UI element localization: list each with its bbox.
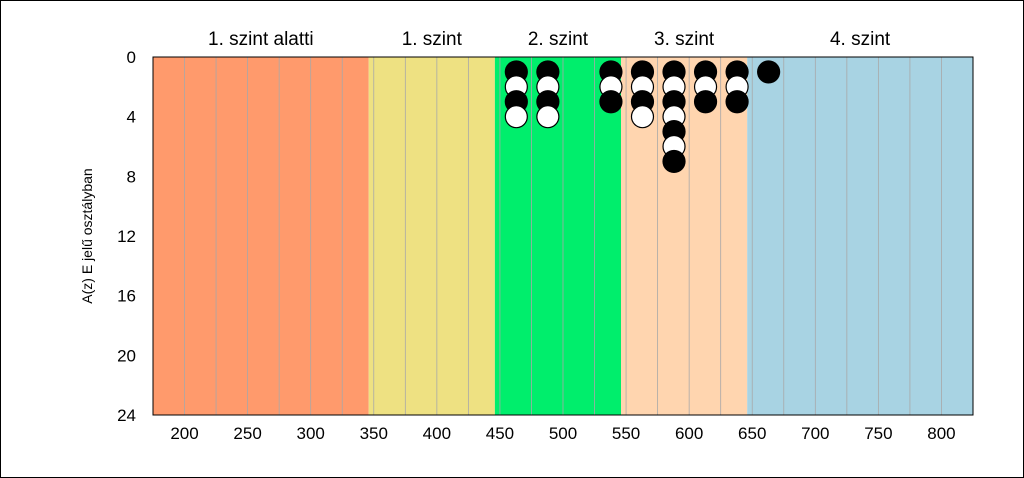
y-axis-title: A(z) E jelű osztályban [79,168,95,303]
band-label-5: 4. szint [830,29,891,50]
y-tick-label: 24 [117,406,136,425]
x-tick-label: 250 [233,424,261,443]
x-tick-label: 400 [423,424,451,443]
x-tick-label: 350 [360,424,388,443]
band-5 [747,57,973,415]
x-tick-label: 200 [170,424,198,443]
x-tick-label: 550 [612,424,640,443]
y-tick-label: 20 [117,346,136,365]
x-tick-label: 800 [927,424,955,443]
y-tick-labels: 0 4 8 12 16 20 24 [117,48,136,425]
x-tick-label: 450 [486,424,514,443]
x-tick-label: 750 [864,424,892,443]
x-tick-label: 600 [675,424,703,443]
band-label-2: 1. szint [402,29,463,50]
data-points [504,60,781,174]
y-tick-label: 16 [117,287,136,306]
x-tick-labels: 200 250 300 350 400 450 500 550 600 650 700 750 800 [170,424,955,443]
band-1 [153,57,369,415]
band-label-4: 3. szint [654,29,715,50]
y-tick-label: 0 [127,48,136,67]
band-label-1: 1. szint alatti [208,29,314,50]
x-tick-label: 650 [738,424,766,443]
data-point-black [725,90,749,114]
data-point-black [662,149,686,174]
data-point-white [536,105,560,129]
y-tick-label: 8 [127,167,136,186]
data-point-black [693,90,718,114]
band-label-3: 2. szint [528,29,589,50]
gridlines [184,57,942,415]
x-tick-label: 700 [801,424,829,443]
band-labels: 1. szint alatti 1. szint 2. szint 3. szint 4… [208,29,891,50]
x-tick-label: 500 [549,424,577,443]
plot-border [152,56,974,416]
y-tick-label: 4 [127,108,136,127]
data-point-white [630,105,655,129]
x-tick-label: 300 [297,424,325,443]
data-point-black [599,90,623,114]
y-tick-label: 12 [117,227,136,246]
data-point-white [504,105,528,129]
data-point-black [757,60,781,84]
band-2 [368,57,495,415]
